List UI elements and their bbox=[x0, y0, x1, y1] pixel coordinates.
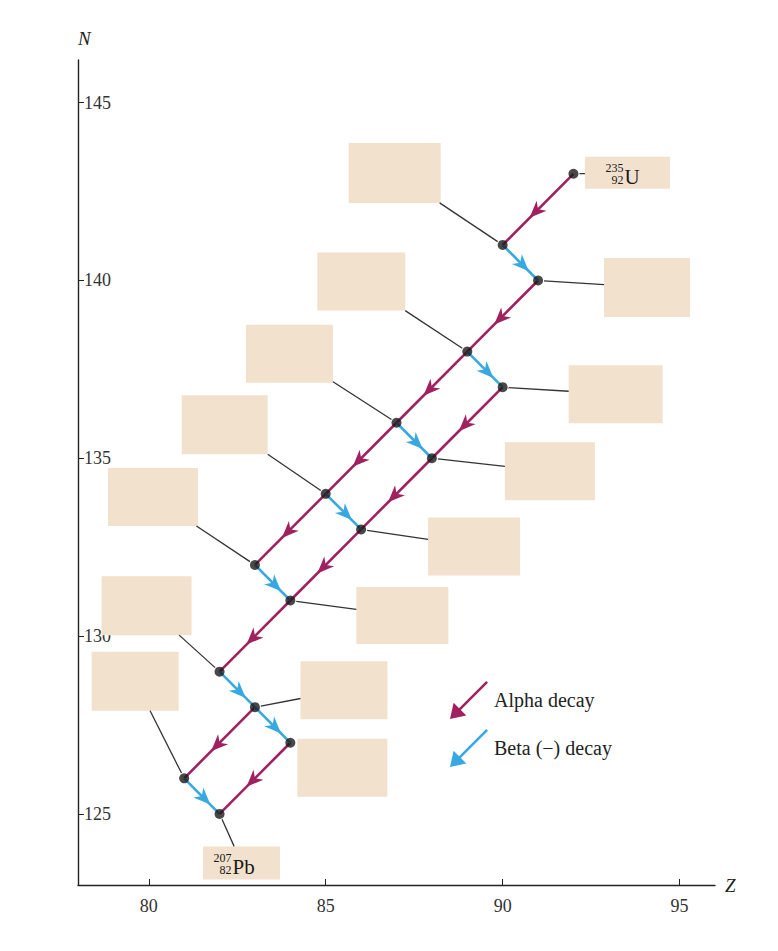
svg-text:130: 130 bbox=[84, 626, 111, 647]
svg-text:95: 95 bbox=[671, 896, 689, 916]
svg-text:140: 140 bbox=[84, 270, 111, 290]
svg-text:145: 145 bbox=[84, 93, 111, 113]
svg-text:U: U bbox=[624, 165, 639, 189]
svg-text:82: 82 bbox=[220, 863, 232, 877]
svg-text:Alpha decay: Alpha decay bbox=[494, 689, 595, 712]
svg-text:125: 125 bbox=[84, 804, 111, 824]
svg-text:207: 207 bbox=[213, 850, 232, 865]
svg-text:235: 235 bbox=[605, 160, 624, 175]
svg-text:92: 92 bbox=[611, 173, 623, 187]
svg-text:N: N bbox=[77, 28, 92, 49]
svg-text:85: 85 bbox=[317, 896, 335, 916]
svg-text:Z: Z bbox=[725, 875, 736, 896]
svg-text:135: 135 bbox=[84, 448, 111, 468]
svg-text:Pb: Pb bbox=[233, 855, 255, 879]
svg-text:Beta (−) decay: Beta (−) decay bbox=[494, 737, 612, 760]
svg-text:80: 80 bbox=[140, 896, 158, 916]
svg-text:90: 90 bbox=[494, 896, 512, 916]
